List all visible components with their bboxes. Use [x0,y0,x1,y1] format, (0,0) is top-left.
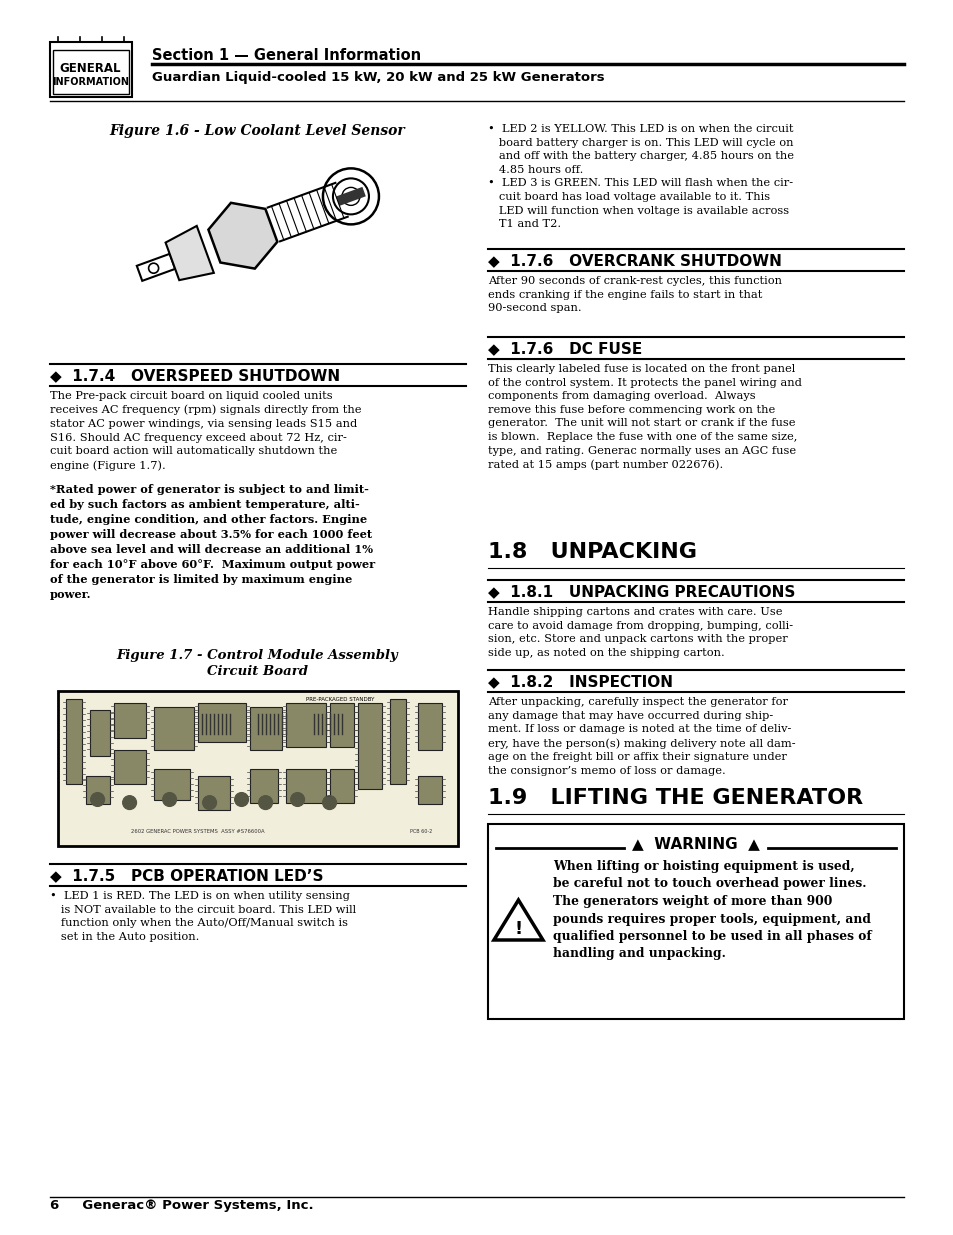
Text: The Pre-pack circuit board on liquid cooled units
receives AC frequency (rpm) si: The Pre-pack circuit board on liquid coo… [50,391,361,471]
Text: Figure 1.6 - Low Coolant Level Sensor: Figure 1.6 - Low Coolant Level Sensor [110,124,405,138]
Text: After unpacking, carefully inspect the generator for
any damage that may have oc: After unpacking, carefully inspect the g… [488,697,795,776]
Bar [86,777,110,804]
Bar [285,704,325,747]
Bar [389,699,405,784]
Circle shape [322,795,336,810]
Bar [357,704,381,789]
Text: ◆  1.7.6   OVERCRANK SHUTDOWN: ◆ 1.7.6 OVERCRANK SHUTDOWN [488,253,781,268]
Bar [197,704,245,742]
Bar [57,692,457,846]
Text: Section 1 — General Information: Section 1 — General Information [152,48,420,63]
Polygon shape [166,226,213,280]
Circle shape [202,795,216,810]
Bar [66,699,82,784]
Polygon shape [136,254,175,280]
Circle shape [258,795,273,810]
Circle shape [123,795,136,810]
Text: !: ! [514,920,522,939]
Circle shape [162,793,176,806]
Text: This clearly labeled fuse is located on the front panel
of the control system. I: This clearly labeled fuse is located on … [488,364,801,471]
Bar [52,49,129,94]
Circle shape [91,793,105,806]
Text: ◆  1.7.4   OVERSPEED SHUTDOWN: ◆ 1.7.4 OVERSPEED SHUTDOWN [50,368,339,383]
Bar [153,768,190,799]
Text: ◆  1.7.6   DC FUSE: ◆ 1.7.6 DC FUSE [488,341,642,356]
Polygon shape [494,900,542,940]
Bar [329,768,354,803]
Text: ◆  1.7.5   PCB OPERATION LED’S: ◆ 1.7.5 PCB OPERATION LED’S [50,868,323,883]
Bar [329,704,354,747]
Text: GENERAL: GENERAL [60,62,121,74]
Text: 2602 GENERAC POWER SYSTEMS  ASSY #S76600A: 2602 GENERAC POWER SYSTEMS ASSY #S76600A [131,829,264,834]
Text: INFORMATION: INFORMATION [52,77,129,86]
Text: Figure 1.7 - Control Module Assembly
Circuit Board: Figure 1.7 - Control Module Assembly Cir… [116,650,398,678]
Bar [250,706,281,750]
Circle shape [234,793,249,806]
Polygon shape [208,203,277,268]
Bar [285,768,325,803]
Text: 1.8   UNPACKING: 1.8 UNPACKING [488,542,697,562]
Text: ◆  1.8.2   INSPECTION: ◆ 1.8.2 INSPECTION [488,674,673,689]
Polygon shape [335,186,365,206]
Bar [250,768,277,803]
Bar [113,750,146,784]
Bar [90,710,110,756]
Text: 1.9   LIFTING THE GENERATOR: 1.9 LIFTING THE GENERATOR [488,788,862,808]
Bar [50,42,132,98]
Bar [417,777,441,804]
Circle shape [291,793,304,806]
Bar [153,706,193,750]
Text: PCB 60-2: PCB 60-2 [409,829,432,834]
Bar [197,777,230,810]
Text: When lifting or hoisting equipment is used,
be careful not to touch overhead pow: When lifting or hoisting equipment is us… [553,860,871,961]
Text: Handle shipping cartons and crates with care. Use
care to avoid damage from drop: Handle shipping cartons and crates with … [488,606,793,658]
Text: *Rated power of generator is subject to and limit-
ed by such factors as ambient: *Rated power of generator is subject to … [50,484,375,600]
Bar [488,824,903,1019]
Text: After 90 seconds of crank-rest cycles, this function
ends cranking if the engine: After 90 seconds of crank-rest cycles, t… [488,275,781,314]
Bar [113,704,146,737]
Text: PRE-PACKAGED STANDBY: PRE-PACKAGED STANDBY [305,697,374,701]
Text: Guardian Liquid-cooled 15 kW, 20 kW and 25 kW Generators: Guardian Liquid-cooled 15 kW, 20 kW and … [152,72,603,84]
Text: 6     Generac® Power Systems, Inc.: 6 Generac® Power Systems, Inc. [50,1198,313,1212]
Bar [417,704,441,750]
Text: ◆  1.8.1   UNPACKING PRECAUTIONS: ◆ 1.8.1 UNPACKING PRECAUTIONS [488,584,795,599]
Text: •  LED 2 is YELLOW. This LED is on when the circuit
   board battery charger is : • LED 2 is YELLOW. This LED is on when t… [488,124,794,230]
Text: •  LED 1 is RED. The LED is on when utility sensing
   is NOT available to the c: • LED 1 is RED. The LED is on when utili… [50,890,355,942]
Text: ▲  WARNING  ▲: ▲ WARNING ▲ [632,836,760,851]
